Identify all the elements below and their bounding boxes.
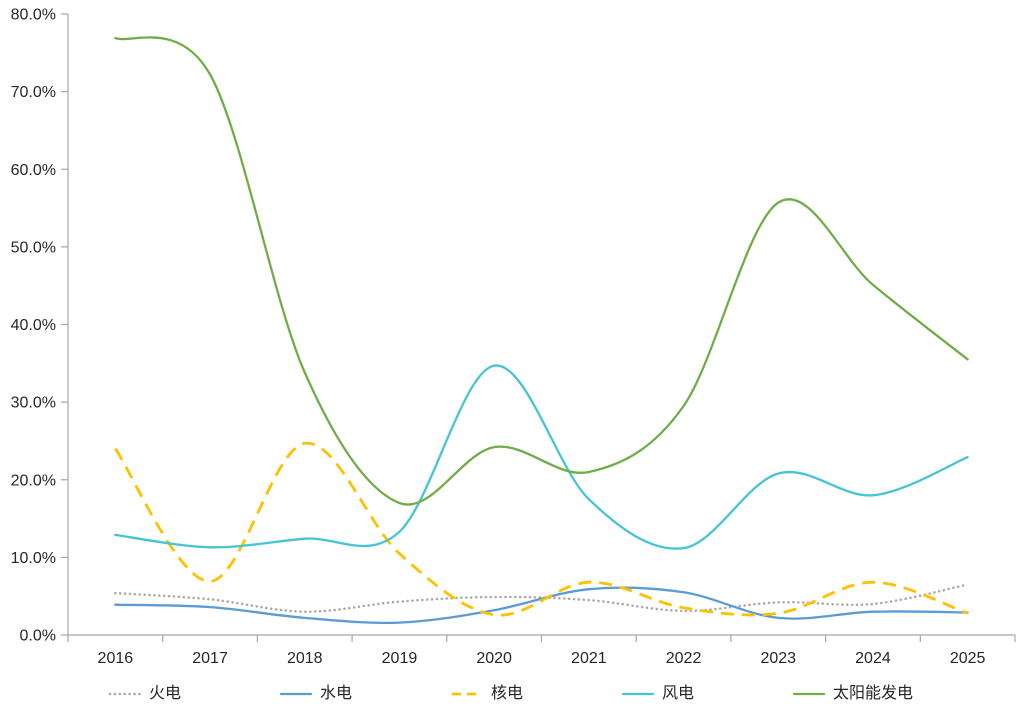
- y-axis-tick-label: 80.0%: [11, 7, 56, 24]
- legend: 火电 水电 核电 风电 太阳能发电: [0, 686, 1021, 702]
- y-axis: 0.0% 10.0% 20.0% 30.0% 40.0% 50.0% 60.0% 70.0% 8…: [11, 7, 68, 645]
- series-line-wind: [114, 364, 969, 550]
- x-axis-tick-label: 2020: [476, 650, 512, 667]
- y-axis-tick-label: 50.0%: [11, 239, 56, 256]
- x-axis-tick-label: 2019: [382, 650, 418, 667]
- y-axis-tick-label: 20.0%: [11, 472, 56, 489]
- x-axis-tick-label: 2024: [855, 650, 891, 667]
- x-axis-tick-label: 2017: [192, 650, 228, 667]
- legend-label-hydro: 水电: [319, 685, 352, 702]
- legend-item-thermal: 火电: [108, 686, 181, 702]
- legend-item-wind: 风电: [621, 686, 694, 702]
- y-axis-tick-label: 40.0%: [11, 317, 56, 334]
- axis-lines: [67, 14, 1015, 636]
- legend-marker-solar-icon: [792, 692, 826, 696]
- series-line-solar: [114, 36, 969, 506]
- y-axis-tick-label: 10.0%: [11, 550, 56, 567]
- x-axis-tick-label: 2025: [950, 650, 986, 667]
- legend-marker-nuclear-icon: [451, 692, 482, 696]
- legend-item-solar: 太阳能发电: [792, 686, 913, 702]
- legend-label-solar: 太阳能发电: [833, 685, 914, 702]
- legend-item-nuclear: 核电: [450, 686, 523, 702]
- legend-label-thermal: 火电: [148, 685, 181, 702]
- x-axis-tick-label: 2023: [760, 650, 796, 667]
- x-axis: 2016 2017 2018 2019 2020 2021 2022 2023 2024 2025: [67, 635, 1016, 667]
- series-line-thermal: [114, 583, 969, 613]
- plot-area: 0.0% 10.0% 20.0% 30.0% 40.0% 50.0% 60.0% 70.0% 8…: [11, 7, 1016, 667]
- y-axis-tick-label: 70.0%: [11, 84, 56, 101]
- x-axis-tick-label: 2022: [666, 650, 702, 667]
- y-axis-tick-label: 60.0%: [11, 162, 56, 179]
- legend-label-wind: 风电: [662, 685, 695, 702]
- y-axis-tick-label: 30.0%: [11, 395, 56, 412]
- legend-marker-thermal-icon: [108, 692, 142, 696]
- legend-marker-hydro-icon: [279, 692, 313, 696]
- legend-label-nuclear: 核电: [490, 685, 523, 702]
- y-axis-tick-label: 0.0%: [20, 628, 56, 645]
- series-line-hydro: [114, 586, 969, 625]
- legend-marker-wind-icon: [621, 692, 655, 696]
- x-axis-tick-label: 2018: [287, 650, 323, 667]
- series-line-nuclear: [114, 441, 969, 617]
- x-axis-tick-label: 2016: [98, 650, 134, 667]
- series-group: [114, 36, 969, 625]
- x-axis-tick-label: 2021: [571, 650, 607, 667]
- legend-item-hydro: 水电: [279, 686, 352, 702]
